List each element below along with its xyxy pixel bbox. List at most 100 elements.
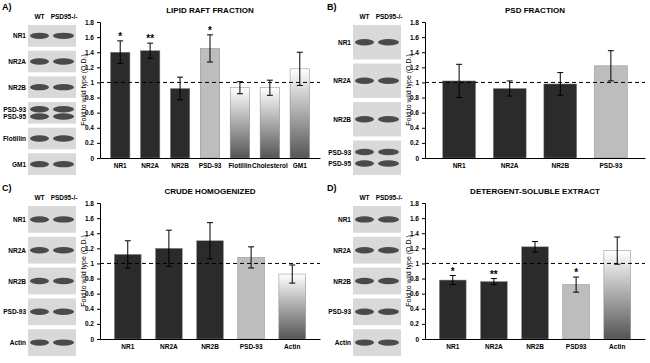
y-tick-label: 1.4	[85, 230, 94, 237]
y-tick: 1.2	[410, 64, 425, 71]
blot-band	[355, 78, 374, 84]
y-axis: 00.20.40.60.811.21.41.61.8	[85, 200, 101, 343]
y-tick-label: 1	[90, 260, 94, 267]
blot-row-label: PSD-93	[328, 308, 351, 315]
blot-background	[353, 237, 401, 264]
y-tick-mark	[422, 263, 425, 264]
blot-row-label: NR1	[13, 216, 26, 223]
error-bar-stem	[120, 41, 121, 64]
y-tick-mark	[422, 279, 425, 280]
y-tick-mark	[422, 143, 425, 144]
bar	[110, 52, 129, 158]
y-tick-label: 0.8	[85, 275, 94, 282]
blot-band	[378, 149, 399, 155]
y-tick-mark	[422, 309, 425, 310]
x-tick-label: Flotillin	[228, 162, 251, 169]
x-tick-label: GM1	[293, 162, 307, 169]
y-tick-mark	[97, 158, 100, 159]
error-bar-cap	[573, 292, 579, 293]
error-bar-cap	[608, 50, 614, 51]
x-tick-label: NR2B	[526, 343, 544, 350]
y-tick-label: 0.6	[85, 290, 94, 297]
x-tick-label: Actin	[284, 343, 300, 350]
x-tick-label: NR2B	[551, 162, 569, 169]
blot-band	[53, 247, 74, 253]
error-bar	[573, 277, 579, 292]
bar	[238, 257, 265, 339]
y-tick-mark	[97, 98, 100, 99]
y-tick: 1.4	[85, 230, 100, 237]
blot-row-label: Actin	[10, 339, 26, 346]
y-tick-label: 0.6	[85, 109, 94, 116]
x-tick: NR2B	[526, 339, 544, 350]
blot-row-label: NR1	[13, 32, 26, 39]
error-bar-stem	[251, 247, 252, 268]
reference-line	[100, 263, 320, 264]
y-tick-mark	[97, 279, 100, 280]
blot-background	[28, 76, 76, 98]
y-tick-mark	[422, 324, 425, 325]
x-tick-label: NR2B	[201, 343, 219, 350]
y-tick-mark	[422, 98, 425, 99]
blot-band	[30, 339, 49, 345]
panel-label: C)	[2, 183, 12, 193]
blot-background	[28, 329, 76, 356]
error-bar-cap	[125, 267, 131, 268]
blot-row-label: NR2B	[8, 84, 26, 91]
y-tick: 0.6	[85, 290, 100, 297]
panel-label: B)	[327, 2, 337, 12]
y-tick-label: 1.4	[85, 49, 94, 56]
x-tick-label: PSD-93	[199, 162, 222, 169]
error-bar-cap	[267, 80, 273, 81]
blot-band	[378, 160, 399, 166]
y-tick: 0.8	[85, 275, 100, 282]
y-tick: 0.6	[410, 290, 425, 297]
x-tick-label: NR1	[121, 343, 134, 350]
blot-background	[28, 102, 76, 124]
x-tick-label: Actin	[609, 343, 625, 350]
blot-band	[378, 116, 399, 122]
x-tick-label: NR2A	[501, 162, 519, 169]
x-tick-label: NR2A	[160, 343, 178, 350]
error-bar-stem	[560, 73, 561, 96]
reference-line	[425, 82, 645, 83]
error-bar-stem	[509, 81, 510, 96]
error-bar-cap	[450, 284, 456, 285]
y-axis: 00.20.40.60.811.21.41.61.8	[410, 200, 426, 343]
error-bar-stem	[239, 82, 240, 94]
reference-line	[425, 263, 645, 264]
y-tick-label: 1.2	[85, 64, 94, 71]
blot-band	[30, 161, 49, 167]
y-tick: 0	[415, 155, 425, 162]
y-tick-label: 0	[90, 336, 94, 343]
blot-band	[30, 247, 49, 253]
y-tick-mark	[422, 203, 425, 204]
y-tick-mark	[422, 158, 425, 159]
y-tick: 0.2	[410, 139, 425, 146]
bar	[493, 88, 526, 158]
blot-band	[378, 278, 399, 284]
y-tick-label: 1	[415, 260, 419, 267]
error-bar	[166, 230, 172, 266]
significance-label: **	[490, 269, 498, 280]
x-tick-label: NR2A	[485, 343, 503, 350]
error-bar-cap	[614, 237, 620, 238]
error-bar-cap	[532, 241, 538, 242]
y-tick-label: 1.4	[410, 230, 419, 237]
error-bar-stem	[452, 276, 453, 285]
error-bar	[608, 51, 614, 81]
blot-background	[28, 51, 76, 73]
blot-band	[53, 113, 74, 119]
y-tick-label: 0.8	[410, 275, 419, 282]
blot-band	[355, 116, 374, 122]
y-tick: 0.8	[410, 94, 425, 101]
bar	[544, 84, 577, 158]
y-tick-label: 1.4	[410, 49, 419, 56]
y-tick-mark	[422, 294, 425, 295]
x-tick-label: PSD93	[566, 343, 587, 350]
error-bar-stem	[168, 230, 169, 266]
error-bar-cap	[248, 267, 254, 268]
blot-band	[30, 58, 49, 64]
x-tick: NR2B	[171, 158, 189, 169]
blot-column-label: WT	[34, 13, 44, 20]
